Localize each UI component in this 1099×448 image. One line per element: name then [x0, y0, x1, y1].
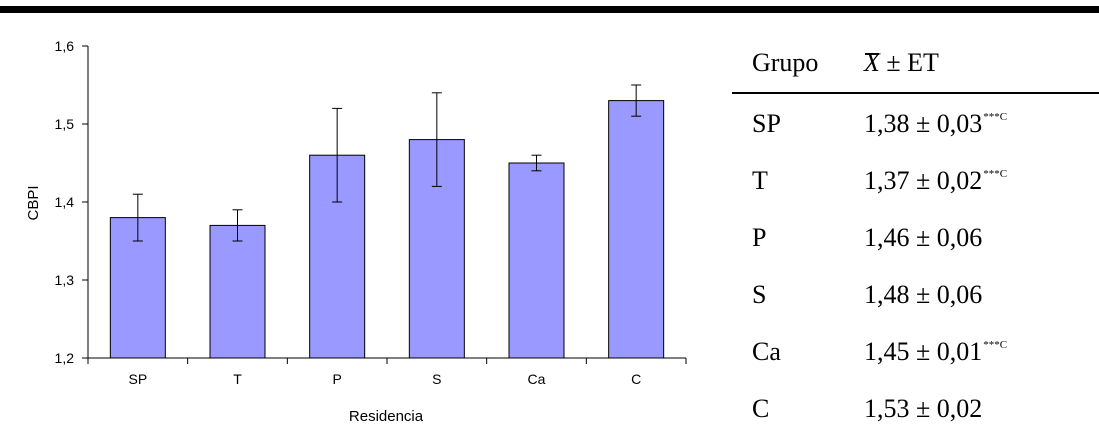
- table-row: T 1,37 ± 0,02***C: [732, 166, 1099, 206]
- table-row: P 1,46 ± 0,06: [732, 223, 1099, 263]
- bar-C: [608, 100, 665, 359]
- x-tick-label: P: [332, 371, 341, 387]
- table-row: C 1,53 ± 0,02: [732, 394, 1099, 434]
- y-tick-label: 1,4: [55, 194, 75, 210]
- y-tick-label: 1,6: [55, 38, 75, 54]
- y-tick-label: 1,3: [55, 272, 75, 288]
- table-rule: [732, 92, 1099, 94]
- row-group: SP: [752, 109, 781, 138]
- y-tick-label: 1,2: [55, 350, 75, 366]
- row-group: S: [752, 280, 767, 309]
- bar-P: [309, 154, 366, 359]
- significance-mark: ***C: [983, 111, 1008, 123]
- row-value: 1,53 ± 0,02: [864, 394, 983, 424]
- row-mean-se: 1,37 ± 0,02: [864, 166, 983, 195]
- row-group: P: [752, 223, 767, 252]
- x-tick-label: C: [631, 371, 641, 387]
- plot-area: 1,2 1,3 1,4 1,5 1,6 SP T P S Ca C: [55, 38, 687, 387]
- mean-suffix: ± ET: [879, 48, 939, 77]
- significance-mark: ***C: [983, 168, 1008, 180]
- table-row: SP 1,38 ± 0,03***C: [732, 109, 1099, 149]
- bar-chart: 1,2 1,3 1,4 1,5 1,6 SP T P S Ca C Residencia CBPI: [25, 38, 687, 425]
- x-tick-label: S: [432, 371, 441, 387]
- row-mean-se: 1,48 ± 0,06: [864, 280, 983, 309]
- row-mean-se: 1,45 ± 0,01: [864, 337, 983, 366]
- mean-symbol: X: [864, 48, 880, 77]
- x-axis-label: Residencia: [349, 408, 424, 425]
- row-value: 1,45 ± 0,01***C: [864, 337, 1007, 367]
- row-value: 1,38 ± 0,03***C: [864, 109, 1007, 139]
- y-tick-label: 1,5: [55, 116, 75, 132]
- row-group: C: [752, 394, 770, 423]
- top-rule: [0, 6, 1099, 13]
- row-value: 1,48 ± 0,06: [864, 280, 983, 310]
- stats-table: Grupo X ± ET SP 1,38 ± 0,03***C T 1,37 ±…: [732, 0, 1099, 448]
- table-row: S 1,48 ± 0,06: [732, 280, 1099, 320]
- significance-mark: ***C: [983, 339, 1008, 351]
- bar-T: [209, 224, 266, 359]
- x-tick-label: SP: [128, 371, 147, 387]
- x-tick-label: T: [233, 371, 242, 387]
- row-mean-se: 1,46 ± 0,06: [864, 223, 983, 252]
- table-header-group: Grupo: [752, 48, 819, 77]
- bar-Ca: [508, 162, 565, 359]
- row-value: 1,37 ± 0,02***C: [864, 166, 1007, 196]
- row-group: T: [752, 166, 768, 195]
- x-tick-label: Ca: [528, 371, 546, 387]
- row-value: 1,46 ± 0,06: [864, 223, 983, 253]
- table-header-mean: X ± ET: [864, 48, 939, 78]
- row-mean-se: 1,38 ± 0,03: [864, 109, 983, 138]
- y-axis-label: CBPI: [25, 185, 42, 220]
- table-row: Ca 1,45 ± 0,01***C: [732, 337, 1099, 377]
- row-group: Ca: [752, 337, 781, 366]
- row-mean-se: 1,53 ± 0,02: [864, 394, 983, 423]
